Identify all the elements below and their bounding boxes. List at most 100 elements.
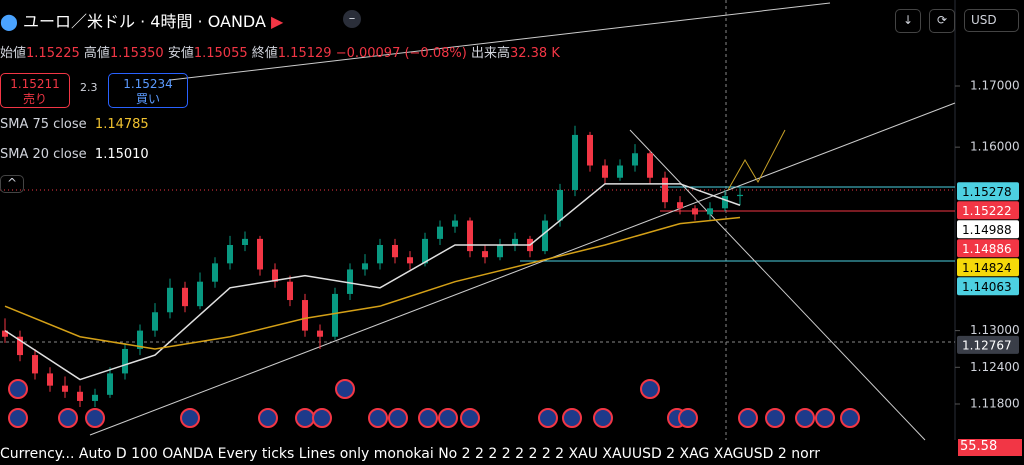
candle-body bbox=[737, 194, 743, 197]
label: 始値 bbox=[0, 46, 27, 61]
label: 買い bbox=[135, 92, 160, 106]
event-flag bbox=[85, 408, 105, 428]
candle-body bbox=[107, 373, 113, 395]
candle-body bbox=[122, 348, 128, 374]
candle-body bbox=[617, 165, 623, 178]
candle-body bbox=[17, 336, 23, 356]
replay-button[interactable]: ⟳ bbox=[929, 9, 955, 33]
candle-body bbox=[152, 312, 158, 331]
candle-body bbox=[302, 300, 308, 331]
buy-button[interactable]: 1.15234 買い bbox=[108, 73, 188, 108]
sell-button[interactable]: 1.15211 売り bbox=[0, 73, 70, 108]
candle-body bbox=[452, 220, 458, 227]
moving-average bbox=[4, 216, 741, 350]
collapse-button[interactable]: ^ bbox=[0, 175, 24, 193]
candle-body bbox=[257, 238, 263, 270]
candle-body bbox=[437, 226, 443, 239]
y-tick-label: 1.12400 bbox=[970, 360, 1020, 374]
price-tag bbox=[957, 220, 1019, 239]
y-tick-label: 1.16000 bbox=[970, 140, 1020, 154]
value: 1.15129 bbox=[277, 46, 332, 61]
candle-body bbox=[647, 153, 653, 178]
candle-body bbox=[62, 385, 68, 392]
price-tag bbox=[957, 201, 1019, 220]
price-tag bbox=[957, 239, 1019, 258]
candle-body bbox=[32, 355, 38, 374]
candle-body bbox=[272, 269, 278, 282]
indicator-value-tag: 55.58 bbox=[958, 439, 1022, 456]
candle-body bbox=[707, 208, 713, 215]
label: 安値 bbox=[167, 46, 194, 61]
indicator-value: 1.15010 bbox=[94, 147, 149, 162]
price-tag bbox=[957, 258, 1019, 277]
event-flag bbox=[840, 408, 860, 428]
event-flag bbox=[418, 408, 438, 428]
candle-body bbox=[92, 394, 98, 401]
event-flag bbox=[58, 408, 78, 428]
candle-body bbox=[692, 208, 698, 215]
price-tag-label: 1.12767 bbox=[962, 338, 1012, 352]
event-flag bbox=[180, 408, 200, 428]
event-flag bbox=[8, 379, 28, 399]
label: 高値 bbox=[83, 46, 110, 61]
candle-body bbox=[722, 196, 728, 209]
moving-average bbox=[4, 183, 741, 381]
value: 1.15055 bbox=[193, 46, 248, 61]
candle-body bbox=[227, 245, 233, 264]
trend-line bbox=[629, 129, 926, 441]
candle-body bbox=[317, 330, 323, 337]
candle-body bbox=[407, 257, 413, 264]
candle-body bbox=[287, 281, 293, 301]
minimize-button[interactable]: – bbox=[343, 10, 361, 28]
price-tag bbox=[957, 182, 1019, 201]
candle-body bbox=[662, 177, 668, 203]
indicator-legend: SMA 75 close 1.14785 bbox=[0, 117, 149, 132]
candle-body bbox=[587, 134, 593, 166]
indicator-label: SMA 75 close bbox=[0, 117, 87, 132]
candle-body bbox=[602, 165, 608, 178]
candle-body bbox=[572, 134, 578, 190]
candle-body bbox=[542, 220, 548, 252]
price-tag-label: 1.15278 bbox=[962, 185, 1012, 199]
currency-button[interactable]: USD bbox=[964, 9, 1019, 32]
symbol-text: ユーロ／米ドル · 4時間 · OANDA bbox=[23, 12, 266, 31]
price-tag-label: 1.15222 bbox=[962, 204, 1012, 218]
price-tag bbox=[957, 335, 1019, 354]
event-flag bbox=[562, 408, 582, 428]
price-tag-label: 1.14988 bbox=[962, 223, 1012, 237]
value: 1.15225 bbox=[26, 46, 80, 61]
candle-body bbox=[137, 330, 143, 349]
event-flag bbox=[765, 408, 785, 428]
download-button[interactable]: ↓ bbox=[895, 9, 921, 33]
event-flag bbox=[460, 408, 480, 428]
candle-body bbox=[392, 245, 398, 258]
label: 出来高 bbox=[470, 46, 510, 61]
candle-body bbox=[347, 269, 353, 294]
event-flag bbox=[335, 379, 355, 399]
ohlc: 始値1.15225 高値1.15350 安値1.15055 終値1.15129 … bbox=[0, 42, 560, 61]
indicator-legend: SMA 20 close 1.15010 bbox=[0, 147, 149, 162]
candle-body bbox=[377, 245, 383, 264]
event-flag bbox=[388, 408, 408, 428]
candle-body bbox=[2, 330, 8, 337]
candle-body bbox=[497, 245, 503, 258]
forecast-path bbox=[727, 129, 786, 191]
label: 売り bbox=[22, 92, 47, 106]
event-flags bbox=[8, 379, 860, 428]
indicator-value: 1.14785 bbox=[94, 117, 149, 132]
y-tick-label: 1.17000 bbox=[970, 79, 1020, 93]
event-flag bbox=[258, 408, 278, 428]
price-tag bbox=[957, 277, 1019, 296]
candle-body bbox=[422, 238, 428, 264]
candle-body bbox=[167, 287, 173, 313]
event-flag bbox=[815, 408, 835, 428]
candle-body bbox=[362, 263, 368, 270]
event-flag bbox=[640, 379, 660, 399]
candle-body bbox=[557, 189, 563, 221]
price: 1.15234 bbox=[123, 77, 173, 91]
candle-body bbox=[182, 287, 188, 307]
candle-body bbox=[467, 220, 473, 252]
candle-body bbox=[47, 373, 53, 386]
event-flag bbox=[538, 408, 558, 428]
price-tag-label: 1.14063 bbox=[962, 280, 1012, 294]
